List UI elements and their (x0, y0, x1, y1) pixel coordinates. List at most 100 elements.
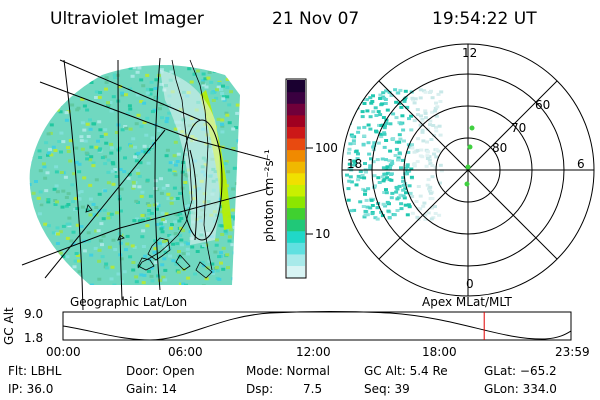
emission-pixel (225, 78, 230, 81)
emission-pixel (159, 227, 164, 231)
colorbar-segment (287, 161, 305, 174)
emission-pixel (406, 203, 411, 207)
emission-pixel (437, 213, 442, 217)
emission-pixel (381, 202, 386, 206)
emission-pixel (416, 137, 421, 141)
xtick-1800: 18:00 (422, 345, 457, 359)
emission-pixel (149, 88, 154, 92)
emission-pixel (149, 266, 154, 270)
emission-pixel (64, 111, 69, 115)
colorbar-segment (287, 80, 305, 93)
emission-pixel (371, 94, 375, 98)
emission-pixel (413, 97, 418, 101)
emission-pixel (48, 109, 53, 113)
emission-pixel (381, 116, 386, 119)
emission-pixel (399, 166, 403, 170)
emission-pixel (429, 138, 434, 141)
emission-pixel (140, 190, 145, 194)
emission-pixel (114, 131, 119, 134)
emission-pixel (220, 124, 225, 128)
emission-pixel (152, 251, 157, 255)
emission-pixel (54, 67, 59, 71)
colorbar-unit-text: photon cm⁻²s⁻¹ (262, 149, 276, 242)
emission-pixel (356, 178, 361, 182)
emission-pixel (224, 231, 229, 235)
emission-pixel (46, 198, 51, 202)
emission-pixel (353, 96, 358, 100)
emission-pixel (160, 263, 165, 267)
emission-pixel (394, 100, 399, 104)
emission-pixel (29, 152, 32, 156)
emission-pixel (145, 87, 150, 91)
emission-pixel (76, 106, 81, 110)
emission-pixel (83, 139, 88, 143)
emission-pixel (380, 214, 385, 218)
colorbar-segment (287, 242, 305, 255)
emission-pixel (351, 102, 356, 106)
emission-pixel (31, 191, 36, 195)
emission-pixel (173, 173, 178, 177)
emission-pixel (207, 259, 212, 263)
emission-pixel (46, 106, 51, 110)
colorbar-frame (285, 78, 307, 279)
emission-pixel (163, 251, 168, 254)
emission-pixel (150, 110, 155, 114)
emission-pixel (61, 189, 66, 193)
emission-pixel (72, 172, 77, 176)
emission-pixel (410, 143, 414, 147)
emission-pixel (360, 110, 365, 114)
emission-pixel (391, 112, 396, 116)
emission-pixel (173, 220, 178, 224)
emission-pixel (240, 81, 244, 84)
emission-pixel (29, 249, 34, 253)
emission-pixel (167, 168, 172, 172)
emission-pixel (345, 173, 349, 177)
emission-pixel (67, 70, 72, 74)
emission-pixel (172, 170, 177, 174)
emission-pixel (108, 101, 113, 104)
emission-pixel (46, 151, 51, 155)
emission-pixel (429, 217, 434, 221)
emission-pixel (61, 254, 66, 258)
emission-pixel (128, 255, 133, 259)
emission-pixel (183, 173, 188, 177)
emission-pixel (242, 269, 246, 272)
emission-pixel (430, 110, 435, 114)
emission-pixel (358, 170, 363, 173)
colorbar-segment (287, 91, 305, 104)
emission-pixel (44, 245, 49, 248)
emission-pixel (167, 65, 172, 66)
emission-pixel (112, 73, 117, 77)
emission-pixel (385, 200, 390, 204)
emission-pixel (163, 268, 168, 272)
emission-pixel (402, 97, 407, 101)
emission-pixel (408, 145, 413, 149)
emission-pixel (155, 207, 159, 211)
gain-info: Gain: 14 (126, 382, 177, 396)
emission-pixel (387, 90, 392, 94)
emission-pixel (77, 259, 81, 263)
emission-pixel (370, 212, 375, 216)
emission-pixel (181, 282, 186, 285)
emission-pixel (140, 214, 145, 217)
emission-pixel (41, 285, 45, 288)
emission-pixel (425, 140, 429, 144)
emission-pixel (383, 124, 387, 128)
emission-pixel (384, 188, 388, 192)
emission-pixel (217, 277, 222, 281)
emission-pixel (100, 255, 105, 259)
emission-pixel (424, 164, 429, 168)
emission-pixel (405, 213, 410, 217)
dsp-info-value: 7.5 (303, 382, 323, 396)
emission-pixel (418, 154, 423, 158)
emission-pixel (97, 120, 102, 124)
emission-pixel (402, 139, 406, 143)
emission-pixel (51, 231, 56, 235)
emission-pixel (159, 82, 164, 86)
emission-pixel (171, 242, 176, 246)
emission-pixel (214, 238, 219, 242)
emission-pixel (227, 55, 231, 58)
emission-pixel (74, 146, 79, 150)
emission-pixel (384, 191, 389, 195)
emission-pixel (375, 206, 380, 210)
